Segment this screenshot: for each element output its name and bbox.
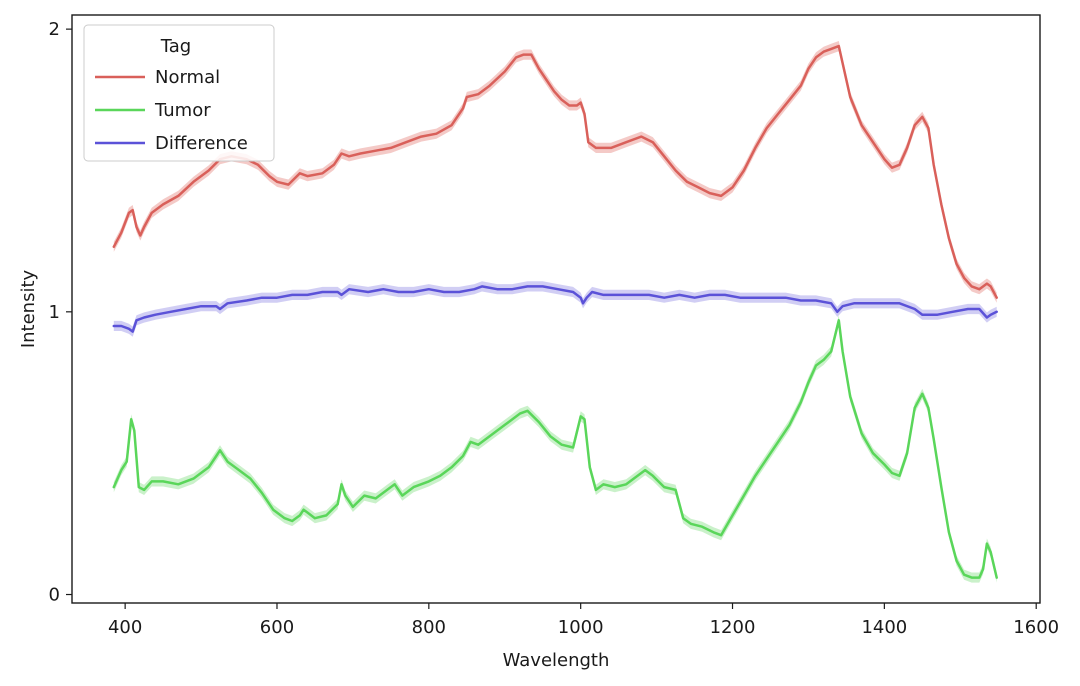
x-tick-label: 1400 (861, 617, 907, 638)
x-tick-label: 1600 (1013, 617, 1059, 638)
legend: Tag Normal Tumor Difference (83, 24, 275, 162)
y-axis: 0 1 2 (49, 19, 72, 606)
x-axis-title: Wavelength (503, 650, 610, 671)
y-tick-label: 1 (49, 302, 60, 323)
legend-box (83, 24, 275, 162)
x-tick-label: 600 (260, 617, 294, 638)
x-tick-label: 1200 (710, 617, 756, 638)
x-axis: 400 600 800 1000 1200 1400 1600 (108, 603, 1059, 638)
x-tick-label: 800 (412, 617, 446, 638)
y-axis-title: Intensity (18, 269, 39, 348)
y-tick-label: 2 (49, 19, 60, 40)
series-line-tumor (112, 319, 998, 579)
plot-frame (71, 14, 1041, 604)
series-lines (112, 44, 998, 579)
y-tick-label: 0 (49, 585, 60, 606)
x-tick-label: 1000 (558, 617, 604, 638)
band-difference (113, 281, 997, 337)
legend-label-normal: Normal (155, 67, 220, 88)
legend-label-difference: Difference (155, 133, 248, 154)
legend-label-tumor: Tumor (154, 100, 211, 121)
legend-title: Tag (160, 36, 191, 57)
series-line-normal (112, 44, 998, 299)
x-tick-label: 400 (108, 617, 142, 638)
series-line-difference (112, 285, 998, 333)
band-tumor (113, 315, 997, 583)
